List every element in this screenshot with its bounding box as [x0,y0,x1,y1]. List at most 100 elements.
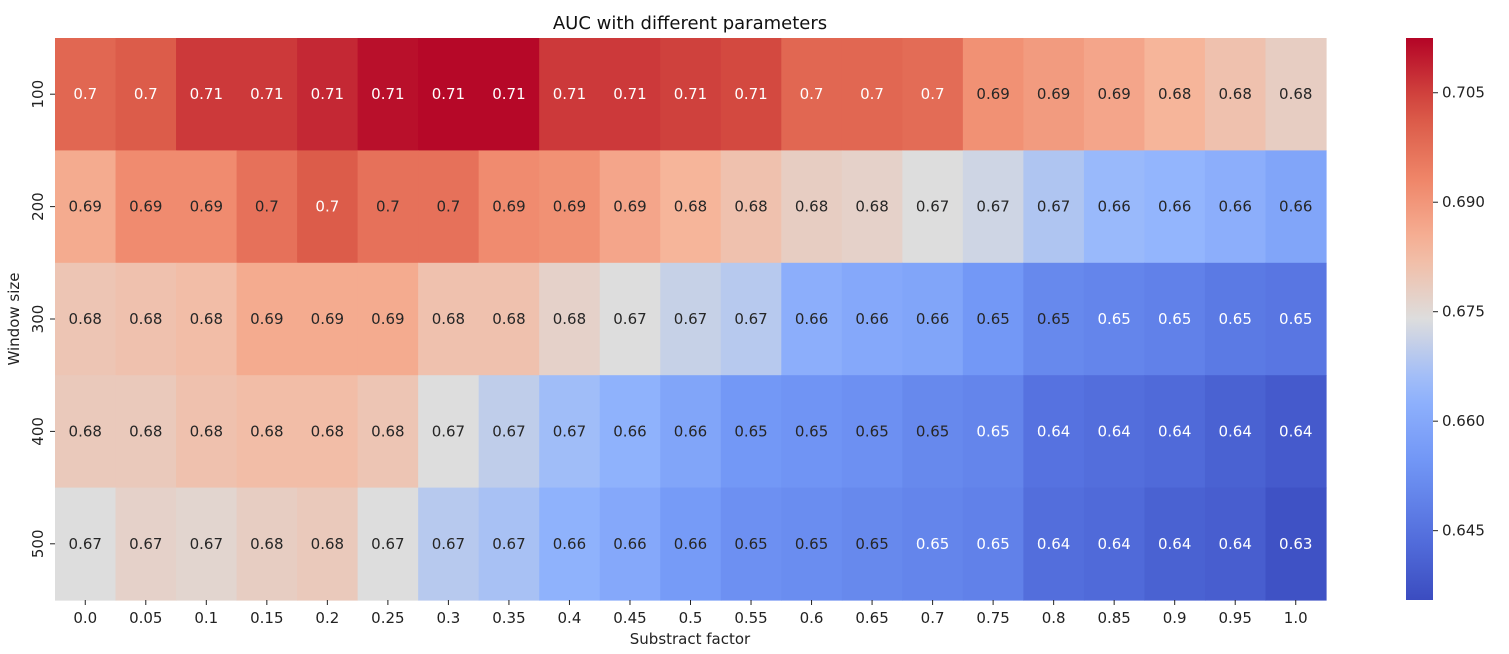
y-tick-label: 400 [29,417,47,446]
cell-label-r4-c18: 0.64 [1158,535,1191,553]
x-tick-label: 0.0 [73,609,97,627]
heatmap-cell-r2-c1 [115,262,177,376]
cell-label-r1-c5: 0.7 [376,198,400,216]
heatmap-cell-r3-c8 [539,375,601,489]
heatmap-cell-r4-c8 [539,487,601,601]
cell-label-r2-c14: 0.66 [916,310,949,328]
cell-label-r2-c7: 0.68 [492,310,525,328]
x-axis-ticks: 0.0 0.05 0.1 0.15 0.2 0.25 0.3 0.35 0.4 0.45 0.5 0.… [73,600,1308,627]
heatmap-cell-r4-c9 [599,487,661,601]
heatmap-cell-r0-c11 [720,38,782,151]
cell-label-r3-c1: 0.68 [129,422,162,440]
cell-label-r3-c18: 0.64 [1158,422,1191,440]
cell-label-r4-c10: 0.66 [674,535,707,553]
heatmap-cell-r3-c12 [781,375,843,489]
heatmap-cell-r4-c18 [1144,487,1206,601]
heatmap-cell-r2-c16 [1023,262,1085,376]
heatmap-cell-r1-c18 [1144,150,1206,264]
cell-label-r0-c12: 0.7 [800,85,824,103]
heatmap-cell-r0-c6 [418,38,480,151]
cell-label-r0-c16: 0.69 [1037,85,1070,103]
cell-label-r2-c10: 0.67 [674,310,707,328]
cell-label-r4-c16: 0.64 [1037,535,1070,553]
cell-label-r1-c9: 0.69 [613,198,646,216]
cell-label-r1-c2: 0.69 [190,198,223,216]
cell-label-r4-c0: 0.67 [69,535,102,553]
heatmap-cell-r4-c14 [902,487,964,601]
heatmap-cell-r3-c20 [1265,375,1327,489]
cell-label-r2-c17: 0.65 [1097,310,1130,328]
cell-label-r3-c16: 0.64 [1037,422,1070,440]
heatmap-cell-r4-c4 [297,487,359,601]
heatmap-cell-r4-c15 [962,487,1024,601]
x-tick-label: 0.75 [976,609,1009,627]
cell-label-r2-c0: 0.68 [69,310,102,328]
heatmap-cell-r2-c10 [660,262,722,376]
heatmap-cell-r0-c15 [962,38,1024,151]
cell-label-r3-c19: 0.64 [1219,422,1252,440]
heatmap-cell-r2-c4 [297,262,359,376]
cell-label-r1-c1: 0.69 [129,198,162,216]
heatmap-cell-r3-c5 [357,375,419,489]
x-tick-label: 0.4 [558,609,582,627]
heatmap-cell-r1-c19 [1204,150,1267,264]
x-tick-label: 0.25 [371,609,404,627]
cell-label-r4-c11: 0.65 [734,535,767,553]
heatmap-cell-r4-c6 [418,487,480,601]
cell-label-r0-c6: 0.71 [432,85,465,103]
heatmap-cell-r0-c3 [236,38,298,151]
heatmap-cell-r4-c2 [176,487,238,601]
cell-label-r3-c11: 0.65 [734,422,767,440]
cell-label-r3-c13: 0.65 [855,422,888,440]
cell-label-r2-c9: 0.67 [613,310,646,328]
heatmap-cell-r3-c6 [418,375,480,489]
colorbar-tick-label: 0.645 [1442,522,1485,540]
cell-label-r1-c0: 0.69 [69,198,102,216]
cell-label-r3-c7: 0.67 [492,422,525,440]
heatmap-cell-r4-c12 [781,487,843,601]
cell-label-r0-c0: 0.7 [73,85,97,103]
heatmap-cell-r1-c5 [357,150,419,264]
heatmap-cell-r1-c4 [297,150,359,264]
cell-label-r4-c6: 0.67 [432,535,465,553]
heatmap-cell-r3-c16 [1023,375,1085,489]
cell-label-r2-c18: 0.65 [1158,310,1191,328]
colorbar [1406,38,1433,600]
heatmap-cell-r2-c7 [478,262,540,376]
cell-label-r0-c3: 0.71 [250,85,283,103]
heatmap-cell-r3-c10 [660,375,722,489]
cell-label-r1-c15: 0.67 [976,198,1009,216]
cell-label-r0-c5: 0.71 [371,85,404,103]
x-tick-label: 0.65 [855,609,888,627]
x-tick-label: 0.2 [315,609,339,627]
heatmap-cell-r1-c9 [599,150,661,264]
x-axis-title: Substract factor [630,630,751,648]
heatmap-cell-r2-c19 [1204,262,1267,376]
cell-label-r1-c20: 0.66 [1279,198,1312,216]
colorbar-tick-label: 0.690 [1442,193,1485,211]
cell-label-r2-c3: 0.69 [250,310,283,328]
cell-label-r0-c4: 0.71 [311,85,344,103]
cell-label-r3-c17: 0.64 [1097,422,1130,440]
heatmap-cell-r3-c4 [297,375,359,489]
heatmap-cell-r1-c3 [236,150,298,264]
cell-label-r4-c9: 0.66 [613,535,646,553]
heatmap-cell-r0-c18 [1144,38,1206,151]
cell-label-r3-c15: 0.65 [976,422,1009,440]
heatmap-cell-r3-c2 [176,375,238,489]
cell-label-r4-c4: 0.68 [311,535,344,553]
cell-label-r1-c14: 0.67 [916,198,949,216]
heatmap-cell-r1-c0 [55,150,117,264]
cell-label-r2-c8: 0.68 [553,310,586,328]
heatmap-cell-r3-c17 [1083,375,1146,489]
cell-label-r2-c13: 0.66 [855,310,888,328]
heatmap-cell-r3-c9 [599,375,661,489]
x-tick-label: 0.1 [194,609,218,627]
heatmap-cell-r0-c12 [781,38,843,151]
x-tick-label: 0.9 [1163,609,1187,627]
cell-label-r1-c3: 0.7 [255,198,279,216]
cell-label-r1-c16: 0.67 [1037,198,1070,216]
x-tick-label: 0.8 [1042,609,1066,627]
cell-label-r4-c15: 0.65 [976,535,1009,553]
